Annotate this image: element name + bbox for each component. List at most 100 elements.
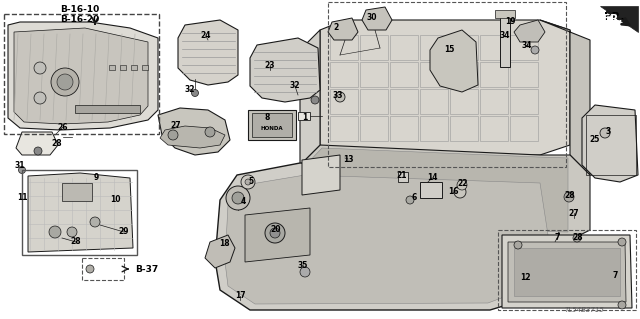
Circle shape — [49, 226, 61, 238]
Text: 22: 22 — [458, 180, 468, 189]
Circle shape — [618, 301, 626, 309]
Bar — [298, 112, 310, 120]
Bar — [330, 89, 358, 114]
Circle shape — [600, 128, 610, 138]
Text: 17: 17 — [235, 292, 245, 300]
Circle shape — [51, 68, 79, 96]
Circle shape — [205, 127, 215, 137]
Circle shape — [241, 175, 255, 189]
Bar — [82, 258, 124, 280]
Circle shape — [232, 192, 244, 204]
Bar — [450, 89, 478, 114]
Bar — [120, 65, 126, 70]
Text: 33: 33 — [333, 91, 343, 100]
Text: 10: 10 — [109, 196, 120, 204]
Bar — [390, 35, 418, 60]
Bar — [360, 116, 388, 141]
Bar — [330, 116, 358, 141]
Polygon shape — [245, 208, 310, 262]
Bar — [510, 89, 538, 114]
Circle shape — [19, 167, 26, 174]
Bar — [450, 35, 478, 60]
Text: 20: 20 — [271, 225, 281, 234]
Circle shape — [265, 223, 285, 243]
Text: 4: 4 — [241, 197, 246, 205]
Text: 1: 1 — [302, 114, 308, 122]
Bar — [510, 62, 538, 87]
Text: 24: 24 — [201, 32, 211, 41]
Bar — [420, 89, 448, 114]
Polygon shape — [250, 38, 320, 102]
Text: 28: 28 — [564, 190, 575, 199]
Bar — [498, 230, 636, 310]
Text: 25: 25 — [590, 136, 600, 145]
Polygon shape — [215, 163, 560, 310]
Circle shape — [335, 92, 345, 102]
Bar — [480, 62, 508, 87]
Bar — [510, 35, 538, 60]
Text: 3: 3 — [605, 128, 611, 137]
Bar — [480, 89, 508, 114]
Bar — [142, 65, 148, 70]
Text: 34: 34 — [522, 41, 532, 50]
Text: HONDA: HONDA — [260, 125, 284, 130]
Polygon shape — [205, 235, 235, 268]
Bar — [495, 10, 515, 18]
Polygon shape — [502, 235, 632, 308]
Text: 28: 28 — [52, 139, 62, 149]
Polygon shape — [16, 132, 58, 155]
Bar — [360, 89, 388, 114]
Bar — [248, 110, 296, 140]
Bar — [398, 172, 408, 182]
Circle shape — [311, 96, 319, 104]
Circle shape — [245, 179, 251, 185]
Polygon shape — [28, 173, 133, 252]
Circle shape — [300, 267, 310, 277]
Polygon shape — [508, 242, 626, 302]
Text: 32: 32 — [185, 85, 195, 93]
Text: 31: 31 — [15, 160, 25, 169]
Bar — [330, 35, 358, 60]
Text: 12: 12 — [520, 273, 531, 283]
Circle shape — [564, 192, 574, 202]
Circle shape — [406, 196, 414, 204]
Circle shape — [168, 130, 178, 140]
Bar — [328, 2, 566, 167]
Text: 34: 34 — [500, 32, 510, 41]
Text: 18: 18 — [219, 240, 229, 249]
Polygon shape — [300, 145, 590, 240]
Bar — [420, 62, 448, 87]
Polygon shape — [320, 20, 570, 155]
Circle shape — [34, 62, 46, 74]
Text: 21: 21 — [397, 172, 407, 181]
Polygon shape — [178, 20, 238, 85]
Bar — [510, 116, 538, 141]
Text: 23: 23 — [265, 61, 275, 70]
Circle shape — [67, 227, 77, 237]
Bar — [62, 183, 92, 201]
Text: FR.: FR. — [603, 14, 622, 24]
Polygon shape — [302, 155, 340, 195]
Bar — [252, 113, 292, 137]
Text: 15: 15 — [444, 46, 454, 55]
Bar — [75, 105, 140, 113]
Circle shape — [514, 241, 522, 249]
Bar — [360, 35, 388, 60]
Text: 28: 28 — [573, 234, 583, 242]
Polygon shape — [582, 105, 638, 182]
Circle shape — [191, 90, 198, 97]
Circle shape — [90, 217, 100, 227]
Circle shape — [618, 238, 626, 246]
Circle shape — [573, 234, 581, 242]
Polygon shape — [304, 148, 568, 232]
Text: 9: 9 — [93, 174, 99, 182]
Bar — [586, 115, 636, 175]
Polygon shape — [300, 30, 320, 165]
Text: 19: 19 — [505, 18, 515, 26]
Text: 11: 11 — [17, 194, 28, 203]
Circle shape — [531, 46, 539, 54]
Text: 7: 7 — [554, 234, 560, 242]
Text: 30: 30 — [367, 13, 377, 23]
Bar — [131, 65, 137, 70]
Bar — [450, 116, 478, 141]
